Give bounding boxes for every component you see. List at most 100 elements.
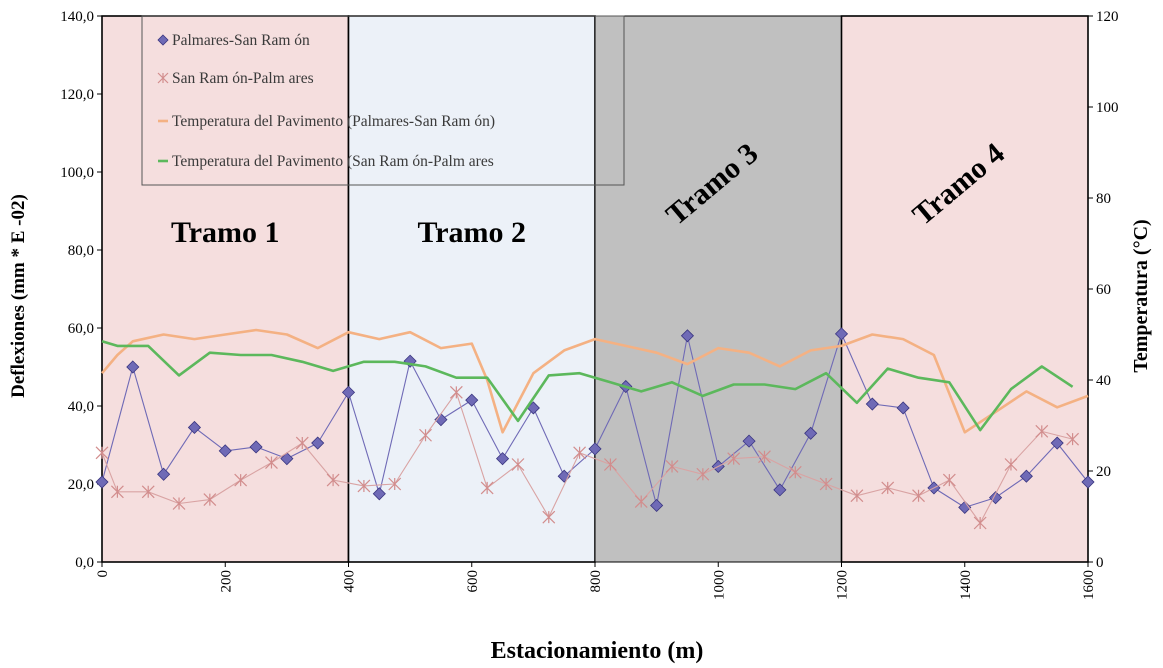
legend-box — [141, 15, 625, 186]
data-point — [819, 477, 833, 491]
y-tick-label: 40,0 — [68, 399, 94, 415]
y2-tick-label: 40 — [1096, 373, 1111, 389]
data-point — [465, 393, 479, 407]
x-tick-label: 400 — [342, 570, 358, 593]
legend-label: Temperatura del Pavimento (Palmares-San … — [172, 113, 495, 130]
y2-tick-label: 60 — [1096, 282, 1111, 298]
data-point — [388, 477, 402, 491]
data-point — [187, 420, 202, 435]
data-point — [511, 458, 525, 471]
data-point — [865, 397, 879, 411]
y2-tick-label: 0 — [1096, 555, 1104, 571]
data-point — [326, 473, 340, 487]
legend-label: Palmares-San Ram ón — [172, 32, 310, 49]
y-tick-label: 120,0 — [60, 87, 94, 103]
data-point — [1019, 469, 1033, 483]
region-3 — [594, 15, 842, 563]
x-tick-label: 1400 — [958, 570, 974, 600]
data-point — [372, 487, 386, 501]
data-point — [434, 413, 448, 427]
data-point — [603, 458, 617, 471]
data-point — [495, 452, 510, 466]
legend-item-3: Temperatura del Pavimento (Palmares-San … — [158, 113, 495, 130]
y-tick-label: 60,0 — [68, 321, 94, 337]
data-point — [650, 498, 664, 513]
region-backgrounds — [101, 15, 1089, 563]
axis-titles: Estacionamiento (m) Deflexiones (mm * E … — [8, 194, 1152, 664]
data-point — [172, 497, 186, 510]
data-point — [896, 401, 910, 415]
data-point — [634, 495, 648, 508]
data-point — [542, 510, 556, 524]
data-point — [834, 327, 849, 341]
legend-item-2: San Ram ón-Palm ares — [157, 70, 314, 87]
data-point — [680, 329, 695, 343]
data-point — [1050, 436, 1064, 450]
region-label-1: Tramo 1 — [171, 216, 280, 249]
legend-label: Temperatura del Pavimento (San Ram ón-Pa… — [172, 153, 494, 170]
x-axis-title: Estacionamiento (m) — [491, 638, 704, 664]
x-tick-label: 1600 — [1081, 570, 1097, 600]
series-3 — [101, 328, 1089, 434]
data-point — [696, 467, 710, 481]
series-line — [101, 328, 1089, 434]
data-point — [480, 481, 494, 495]
y2-tick-label: 100 — [1096, 100, 1119, 116]
y-tick-label: 140,0 — [60, 9, 94, 25]
x-tick-label: 1000 — [711, 570, 727, 600]
data-point — [742, 434, 756, 448]
data-point — [295, 436, 309, 450]
axes: 0,0 20,0 40,0 60,0 80,0 100,0 120,0 140,0 0 20 40 6… — [60, 9, 1118, 600]
region-1 — [101, 15, 350, 563]
legend: Palmares-San Ram ón San Ram ón-Palm ares T… — [141, 15, 625, 186]
data-point — [419, 428, 432, 442]
data-point — [311, 436, 325, 450]
y-tick-label: 0,0 — [75, 555, 94, 571]
data-point — [449, 385, 463, 399]
legend-item-4: Temperatura del Pavimento (San Ram ón-Pa… — [158, 153, 494, 170]
data-point — [727, 452, 741, 466]
data-point — [588, 442, 602, 456]
data-point — [110, 485, 124, 499]
data-point — [758, 450, 771, 464]
data-point — [203, 493, 217, 507]
data-point — [249, 440, 263, 454]
data-point — [573, 446, 587, 460]
region-label-2: Tramo 2 — [417, 216, 526, 249]
data-point — [912, 489, 925, 503]
y2-tick-label: 20 — [1096, 464, 1111, 480]
data-point — [881, 481, 895, 495]
x-tick-label: 0 — [95, 570, 111, 578]
legend-item-1: Palmares-San Ram ón — [157, 32, 310, 49]
data-point — [1081, 475, 1095, 489]
y2-axis-title: Temperatura (°C) — [1130, 219, 1152, 372]
region-2 — [347, 15, 596, 563]
y-axis-title: Deflexiones (mm * E -02) — [8, 194, 29, 398]
data-point — [341, 385, 356, 399]
region-4 — [840, 15, 1089, 563]
data-point — [95, 446, 109, 460]
data-point — [665, 460, 679, 473]
data-point — [773, 483, 787, 497]
y-tick-label: 20,0 — [68, 477, 94, 493]
x-tick-label: 1200 — [835, 570, 851, 600]
x-tick-label: 600 — [465, 570, 481, 593]
x-tick-label: 800 — [588, 570, 604, 593]
legend-marker — [157, 72, 169, 84]
data-point — [234, 473, 248, 487]
data-point — [850, 489, 864, 503]
series-2 — [95, 385, 1080, 530]
data-point — [280, 452, 294, 466]
data-point — [942, 473, 956, 487]
data-point — [95, 475, 109, 489]
series-1 — [95, 327, 1095, 514]
data-point — [788, 465, 802, 479]
y-tick-label: 80,0 — [68, 243, 94, 259]
data-point — [1035, 424, 1049, 438]
data-point — [141, 485, 155, 499]
y2-tick-label: 80 — [1096, 191, 1111, 207]
series-line — [101, 340, 1074, 432]
y-tick-label: 100,0 — [60, 165, 94, 181]
data-point — [973, 516, 987, 530]
data-point — [804, 426, 818, 440]
